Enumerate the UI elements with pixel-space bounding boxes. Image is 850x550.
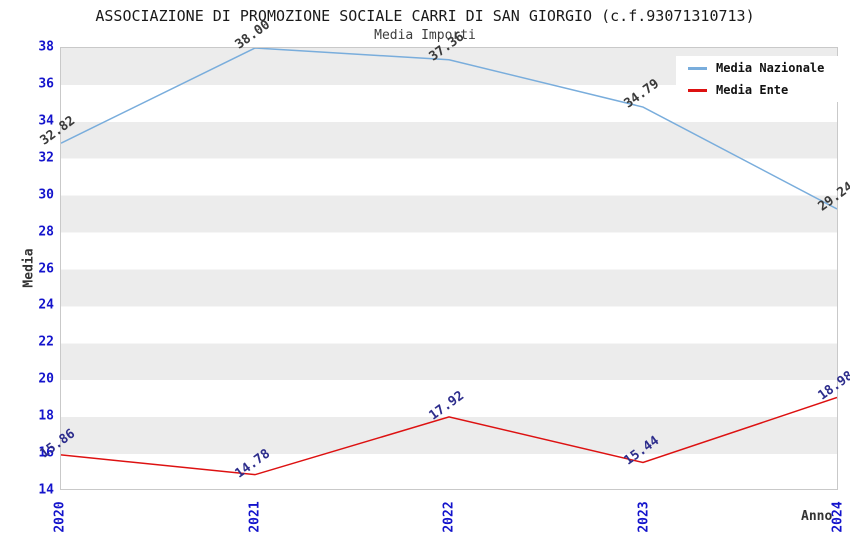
legend-label: Media Ente — [716, 83, 789, 97]
series-lines — [61, 48, 837, 476]
series-line-media-nazionale — [61, 48, 837, 210]
x-tick-label: 2024 — [830, 501, 846, 533]
y-tick-label: 38 — [38, 39, 54, 55]
page-subtitle: Media Importi — [374, 28, 476, 43]
plot-area — [60, 47, 838, 490]
y-tick-label: 14 — [38, 482, 54, 498]
y-tick-label: 28 — [38, 224, 54, 240]
legend: Media Nazionale Media Ente — [676, 56, 850, 102]
legend-label: Media Nazionale — [716, 61, 825, 75]
y-tick-label: 24 — [38, 297, 54, 313]
y-tick-label: 16 — [38, 445, 54, 461]
y-tick-label: 18 — [38, 408, 54, 424]
y-tick-label: 34 — [38, 113, 54, 129]
x-tick-label: 2021 — [247, 501, 262, 533]
y-tick-label: 32 — [38, 150, 54, 166]
x-tick-label: 2020 — [52, 501, 68, 533]
x-axis-title: Anno — [801, 509, 833, 524]
y-tick-label: 20 — [38, 371, 54, 387]
page-title: ASSOCIAZIONE DI PROMOZIONE SOCIALE CARRI… — [95, 7, 755, 25]
legend-swatch-red-line-icon — [688, 88, 707, 92]
series-line-media-ente — [61, 396, 837, 476]
y-tick-label: 22 — [38, 334, 54, 350]
y-tick-label: 26 — [38, 261, 54, 276]
legend-item-media-ente: Media Ente — [676, 79, 850, 101]
y-tick-label: 30 — [38, 187, 54, 203]
legend-swatch-blue-line-icon — [688, 66, 707, 70]
legend-item-media-nazionale: Media Nazionale — [676, 57, 850, 79]
x-tick-label: 2023 — [636, 501, 651, 533]
y-tick-label: 36 — [38, 76, 54, 92]
x-tick-label: 2022 — [441, 501, 457, 533]
